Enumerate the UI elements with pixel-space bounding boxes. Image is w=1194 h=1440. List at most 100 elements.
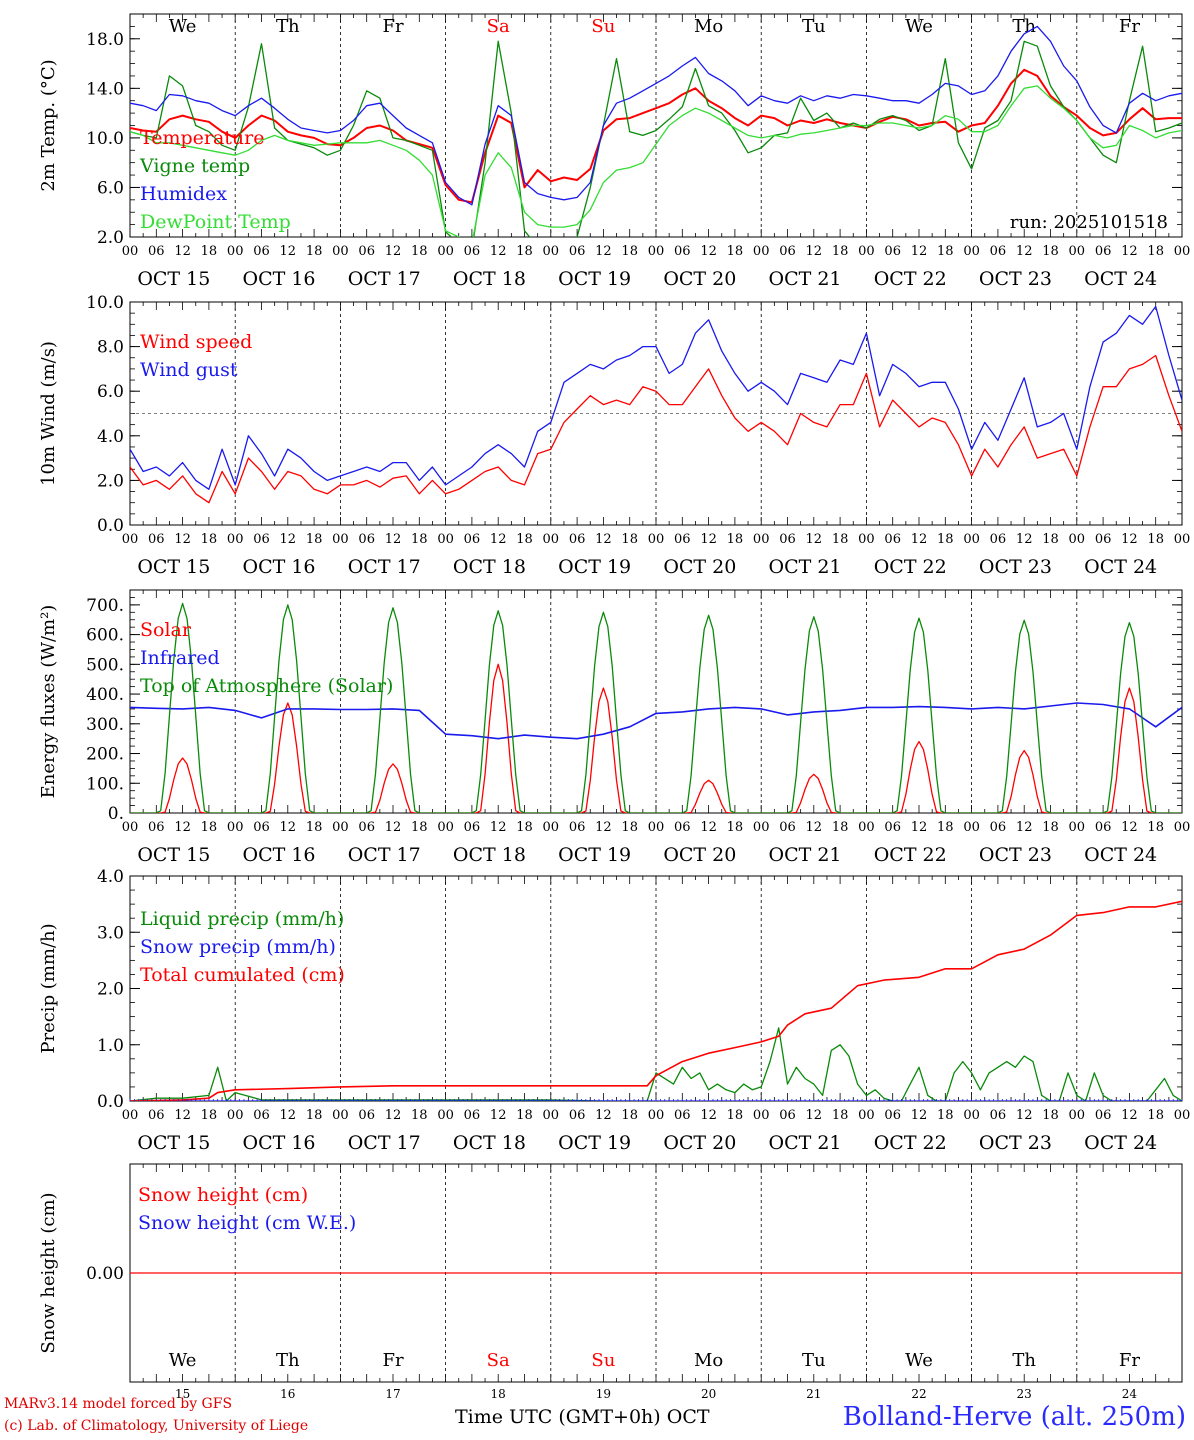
date-label: OCT 20 [663, 268, 736, 290]
date-label: OCT 22 [874, 844, 947, 866]
hour-tick-label: 12 [595, 820, 612, 835]
hour-tick-label: 12 [700, 1108, 717, 1123]
day-number-label: 15 [175, 1387, 190, 1400]
hour-tick-label: 12 [174, 820, 191, 835]
hour-tick-label: 06 [1095, 532, 1112, 547]
hour-tick-label: 12 [1016, 820, 1033, 835]
hour-tick-label: 00 [648, 532, 665, 547]
hour-tick-label: 00 [1069, 532, 1086, 547]
hour-tick-label: 18 [201, 820, 218, 835]
date-label: OCT 23 [979, 1132, 1052, 1154]
date-label: OCT 23 [979, 268, 1052, 290]
hour-tick-label: 18 [727, 244, 744, 259]
day-label: We [905, 16, 933, 37]
hour-tick-label: 00 [227, 820, 244, 835]
hour-tick-label: 00 [858, 532, 875, 547]
hour-tick-label: 18 [937, 820, 954, 835]
hour-tick-label: 06 [674, 1108, 691, 1123]
hour-tick-label: 06 [990, 820, 1007, 835]
date-label: OCT 19 [558, 556, 631, 578]
hour-tick-label: 12 [911, 1108, 928, 1123]
y-tick-label: 600. [86, 626, 124, 646]
hour-tick-label: 00 [648, 1108, 665, 1123]
hour-tick-label: 12 [385, 820, 402, 835]
run-annotation: run: 2025101518 [1010, 212, 1168, 233]
hour-tick-label: 00 [858, 1108, 875, 1123]
hour-tick-label: 18 [201, 244, 218, 259]
date-label: OCT 22 [874, 268, 947, 290]
hour-tick-label: 00 [1174, 244, 1191, 259]
legend-entry: Vigne temp [139, 155, 250, 177]
date-label: OCT 15 [137, 844, 210, 866]
hour-tick-label: 00 [648, 244, 665, 259]
date-label: OCT 21 [769, 844, 842, 866]
date-label: OCT 17 [348, 1132, 421, 1154]
y-tick-label: 8.0 [97, 338, 124, 358]
hour-tick-label: 18 [411, 1108, 428, 1123]
y-tick-label: 18.0 [86, 30, 124, 50]
hour-tick-label: 18 [411, 532, 428, 547]
hour-tick-label: 06 [253, 820, 270, 835]
hour-tick-label: 18 [306, 1108, 323, 1123]
hour-tick-label: 06 [674, 532, 691, 547]
series-line-dewpoint-temp [130, 85, 1182, 237]
hour-tick-label: 06 [569, 1108, 586, 1123]
day-number-label: 21 [806, 1387, 821, 1400]
hour-tick-label: 06 [253, 532, 270, 547]
hour-tick-label: 18 [1147, 820, 1164, 835]
day-label: Mo [694, 16, 723, 37]
date-label: OCT 17 [348, 556, 421, 578]
hour-tick-label: 12 [911, 820, 928, 835]
hour-tick-label: 06 [464, 1108, 481, 1123]
day-label: Tu [802, 16, 826, 37]
date-label: OCT 20 [663, 844, 736, 866]
hour-tick-label: 12 [1121, 1108, 1138, 1123]
date-label: OCT 19 [558, 844, 631, 866]
hour-tick-label: 12 [700, 532, 717, 547]
hour-tick-label: 18 [621, 820, 638, 835]
legend-entry: Snow precip (mm/h) [140, 936, 336, 958]
hour-tick-label: 06 [779, 532, 796, 547]
hour-tick-label: 06 [569, 820, 586, 835]
hour-tick-label: 06 [779, 820, 796, 835]
day-label: Mo [694, 1350, 723, 1371]
date-label: OCT 16 [243, 556, 316, 578]
hour-tick-label: 18 [1147, 532, 1164, 547]
panel-frame [129, 13, 1183, 238]
hour-tick-label: 00 [543, 244, 560, 259]
y-tick-label: 14.0 [86, 79, 124, 99]
y-tick-label: 2.0 [97, 471, 124, 491]
date-label: OCT 24 [1084, 268, 1157, 290]
hour-tick-label: 12 [806, 820, 823, 835]
hour-tick-label: 18 [727, 1108, 744, 1123]
hour-tick-label: 18 [832, 820, 849, 835]
hour-tick-label: 06 [148, 1108, 165, 1123]
hour-tick-label: 18 [1042, 244, 1059, 259]
date-label: OCT 16 [243, 268, 316, 290]
hour-tick-label: 06 [779, 1108, 796, 1123]
hour-tick-label: 00 [1069, 244, 1086, 259]
day-label: Sa [487, 16, 510, 37]
y-tick-label: 6.0 [97, 178, 124, 198]
hour-tick-label: 12 [595, 244, 612, 259]
hour-tick-label: 00 [1069, 1108, 1086, 1123]
y-tick-label: 100. [86, 774, 124, 794]
x-axis-label-text: Time UTC (GMT+0h) [455, 1406, 661, 1428]
hour-tick-label: 06 [358, 1108, 375, 1123]
hour-tick-label: 00 [753, 244, 770, 259]
hour-tick-label: 12 [1121, 532, 1138, 547]
legend-entry: Temperature [140, 127, 264, 149]
x-axis-month: OCT [666, 1406, 710, 1428]
y-tick-label: 300. [86, 715, 124, 735]
hour-tick-label: 06 [990, 532, 1007, 547]
hour-tick-label: 00 [543, 820, 560, 835]
day-number-label: 24 [1122, 1387, 1138, 1400]
hour-tick-label: 18 [832, 1108, 849, 1123]
hour-tick-label: 06 [990, 244, 1007, 259]
y-axis-label: Snow height (cm) [38, 1192, 59, 1353]
hour-tick-label: 18 [516, 1108, 533, 1123]
y-tick-label: 2.0 [97, 228, 124, 248]
date-label: OCT 24 [1084, 844, 1157, 866]
date-label: OCT 20 [663, 1132, 736, 1154]
date-label: OCT 23 [979, 844, 1052, 866]
